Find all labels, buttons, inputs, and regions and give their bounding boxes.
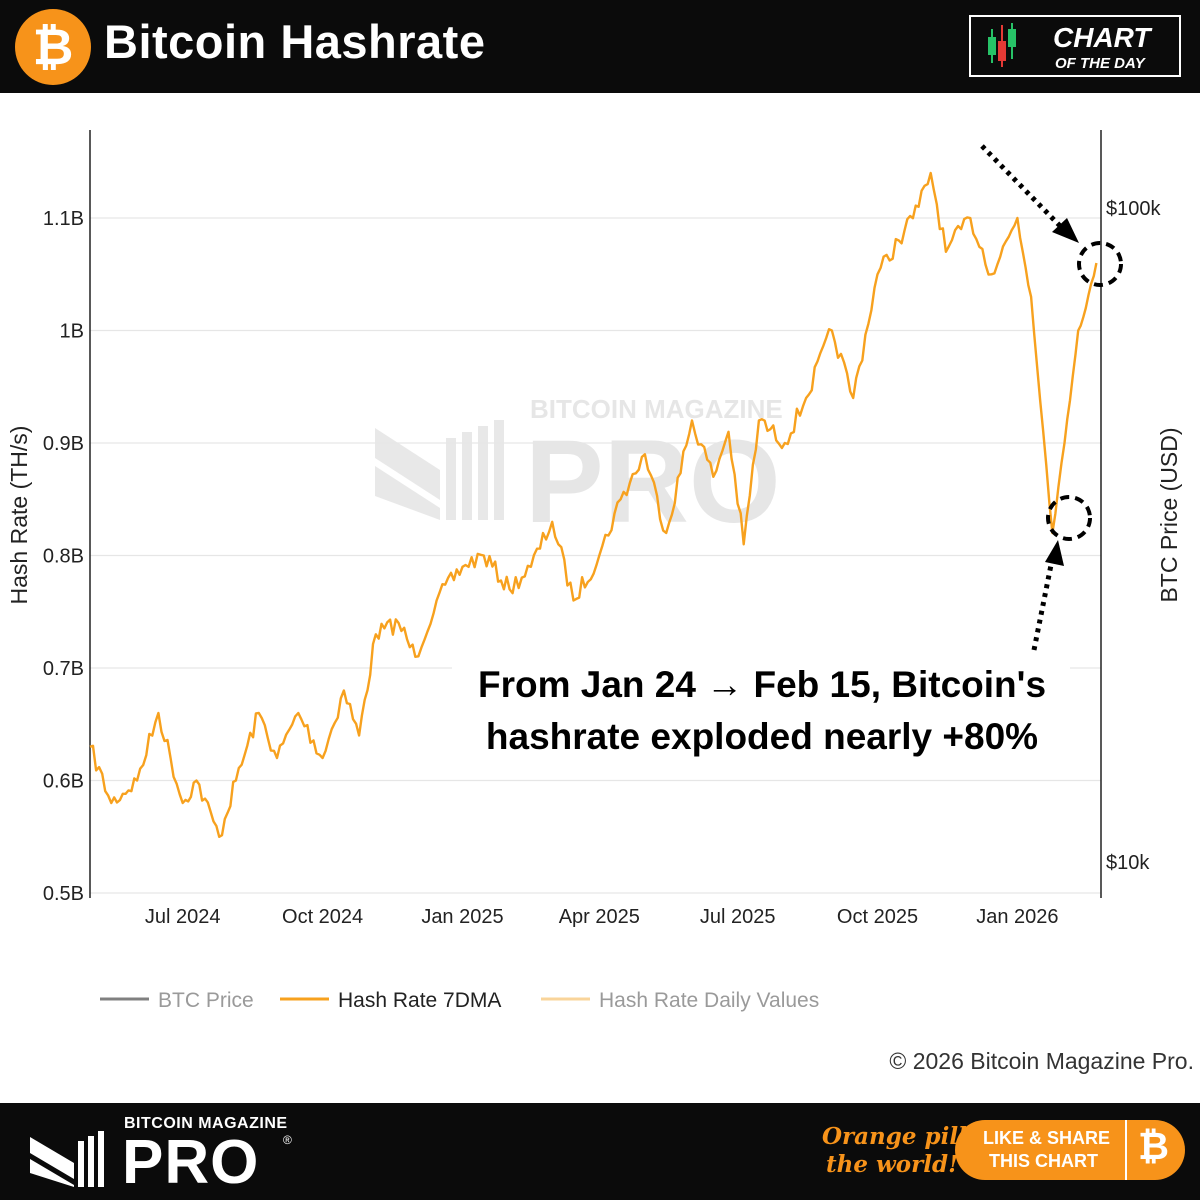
tagline-line-1: Orange pill xyxy=(822,1123,967,1150)
watermark: BITCOIN MAGAZINE PRO xyxy=(375,394,783,548)
highlight-circle-low xyxy=(1046,495,1092,541)
y-axis-title: Hash Rate (TH/s) xyxy=(6,426,32,605)
annotation-line-1: From Jan 24 → Feb 15, Bitcoin's xyxy=(478,664,1046,705)
y2-axis-title: BTC Price (USD) xyxy=(1156,427,1182,602)
y-axis: 0.5B 0.6B 0.7B 0.8B 0.9B 1B 1.1B xyxy=(43,208,84,905)
footer-brand-big: PRO xyxy=(122,1128,260,1197)
y-tick-label: 0.8B xyxy=(43,546,84,568)
legend: BTC Price Hash Rate 7DMA Hash Rate Daily… xyxy=(100,989,819,1012)
y-tick-label: 0.9B xyxy=(43,433,84,455)
copyright-text: © 2026 Bitcoin Magazine Pro. xyxy=(889,1048,1194,1074)
legend-label: Hash Rate 7DMA xyxy=(338,989,501,1012)
arrow-line-bottom xyxy=(1031,559,1055,651)
y-tick-label: 1.1B xyxy=(43,208,84,230)
candlestick-icon xyxy=(988,23,1016,67)
y2-axis: $10k $100k xyxy=(1106,198,1161,874)
bitcoin-logo-icon: ₿ xyxy=(15,9,91,85)
highlight-circle-high xyxy=(1077,241,1123,287)
y2-tick-label: $100k xyxy=(1106,198,1161,220)
x-tick-label: Oct 2024 xyxy=(282,906,363,928)
x-tick-label: Jul 2025 xyxy=(700,906,776,928)
grid-lines xyxy=(90,217,1101,894)
footer-bar: BITCOIN MAGAZINE PRO ® Orange pill the w… xyxy=(0,1103,1200,1200)
header-bar: ₿ Bitcoin Hashrate CHART OF THE DAY xyxy=(0,0,1200,93)
legend-label: BTC Price xyxy=(158,989,254,1012)
legend-label: Hash Rate Daily Values xyxy=(599,989,819,1012)
cta-divider xyxy=(1125,1120,1127,1180)
annotation: From Jan 24 → Feb 15, Bitcoin's hashrate… xyxy=(452,144,1123,767)
x-tick-label: Jan 2026 xyxy=(976,906,1058,928)
annotation-line-2: hashrate exploded nearly +80% xyxy=(486,716,1038,757)
series-line-hash-rate-7dma xyxy=(89,171,1098,838)
legend-item-btc-price[interactable]: BTC Price xyxy=(100,989,254,1012)
x-tick-label: Jul 2024 xyxy=(145,906,221,928)
badge-title: CHART xyxy=(1053,22,1151,53)
x-tick-label: Oct 2025 xyxy=(837,906,918,928)
like-share-button[interactable]: LIKE & SHARE THIS CHART ₿ xyxy=(955,1120,1185,1180)
cta-line-1: LIKE & SHARE xyxy=(983,1128,1111,1148)
footer-brand-small: BITCOIN MAGAZINE xyxy=(124,1115,288,1132)
x-axis: Jul 2024 Oct 2024 Jan 2025 Apr 2025 Jul 2025… xyxy=(145,906,1059,928)
legend-item-hash-rate-7dma[interactable]: Hash Rate 7DMA xyxy=(280,989,501,1012)
arrow-line-top xyxy=(980,144,1064,230)
y-tick-label: 0.5B xyxy=(43,883,84,905)
badge-subtitle: OF THE DAY xyxy=(1055,55,1145,72)
page-title: Bitcoin Hashrate xyxy=(104,15,486,68)
arrow-head-top xyxy=(1052,218,1079,243)
bitcoin-symbol-icon: ₿ xyxy=(1138,1126,1169,1168)
x-tick-label: Jan 2025 xyxy=(421,906,503,928)
y-tick-label: 0.7B xyxy=(43,658,84,680)
legend-item-hash-rate-daily-values[interactable]: Hash Rate Daily Values xyxy=(541,989,819,1012)
bitcoin-magazine-bars-icon xyxy=(30,1131,104,1187)
watermark-bars-icon xyxy=(375,420,504,520)
watermark-small-text: BITCOIN MAGAZINE xyxy=(530,394,783,424)
y-tick-label: 0.6B xyxy=(43,771,84,793)
registered-mark: ® xyxy=(283,1133,292,1147)
arrow-head-bottom xyxy=(1045,540,1064,566)
tagline-line-2: the world! xyxy=(826,1151,959,1178)
y2-tick-label: $10k xyxy=(1106,852,1150,874)
annotation-background xyxy=(452,655,1070,767)
hashrate-chart: BITCOIN MAGAZINE PRO 0.5B 0.6B 0.7B 0.8B 0.9… xyxy=(6,130,1182,1012)
chart-of-the-day-badge: CHART OF THE DAY xyxy=(969,15,1181,77)
y-tick-label: 1B xyxy=(60,321,84,343)
cta-line-2: THIS CHART xyxy=(989,1151,1098,1171)
x-tick-label: Apr 2025 xyxy=(559,906,640,928)
